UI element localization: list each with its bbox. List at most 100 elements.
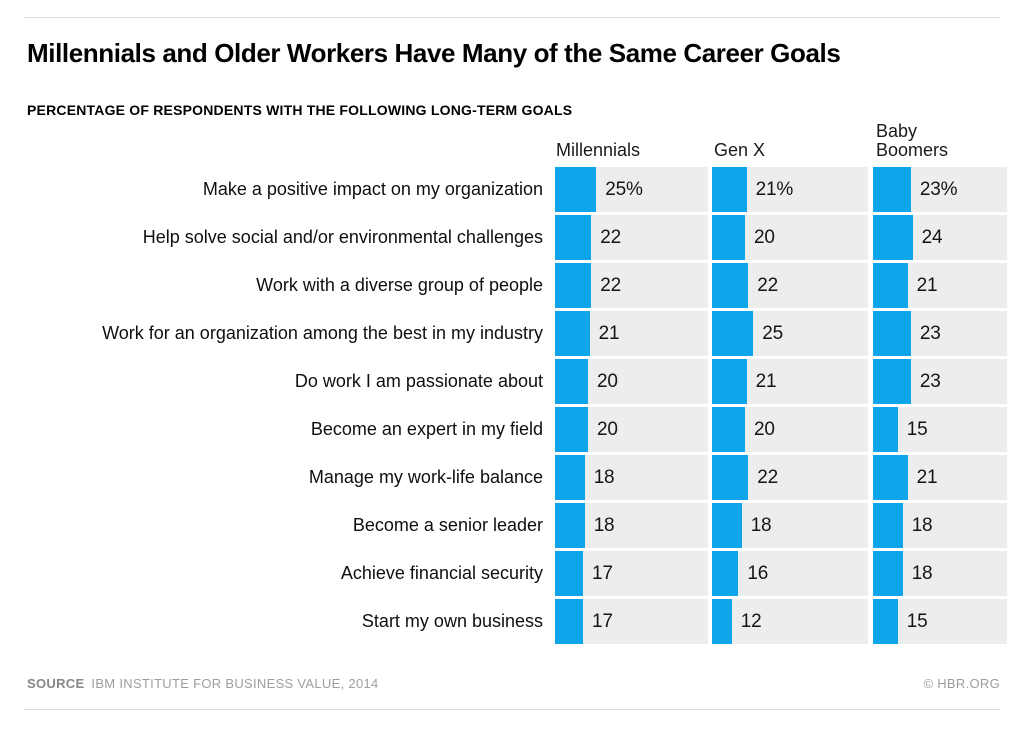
bar-track: 23 xyxy=(873,311,1007,357)
bar xyxy=(555,455,585,501)
bar xyxy=(712,215,745,261)
bar-track: 25% xyxy=(555,167,708,213)
value-label: 22 xyxy=(757,274,779,296)
bar xyxy=(873,167,911,213)
chart-row: Become a senior leader 18 18 18 xyxy=(27,503,1024,549)
value-label: 21% xyxy=(755,178,794,200)
bar xyxy=(555,599,583,645)
value-label: 18 xyxy=(911,562,933,584)
category-label: Become an expert in my field xyxy=(310,419,543,440)
category-label: Do work I am passionate about xyxy=(294,371,543,392)
bar xyxy=(555,215,592,261)
category-label: Work with a diverse group of people xyxy=(256,275,543,296)
bar-track: 21 xyxy=(873,263,1007,309)
category-label: Achieve financial security xyxy=(340,563,543,584)
value-label: 17 xyxy=(592,562,613,584)
chart-row: Work for an organization among the best … xyxy=(27,311,1024,357)
value-label: 22 xyxy=(757,466,779,488)
bar-track: 18 xyxy=(555,503,708,549)
chart-row: Manage my work-life balance 18 22 21 xyxy=(27,455,1024,501)
value-label: 17 xyxy=(592,610,613,632)
bar xyxy=(712,359,747,405)
bar-chart: Make a positive impact on my organizatio… xyxy=(27,167,1024,645)
bar xyxy=(873,503,903,549)
chart-row: Become an expert in my field 20 20 15 xyxy=(27,407,1024,453)
bar-track: 15 xyxy=(873,599,1007,645)
source-text: IBM INSTITUTE FOR BUSINESS VALUE, 2014 xyxy=(91,676,379,692)
bar-track: 20 xyxy=(555,407,708,453)
value-label: 24 xyxy=(921,226,943,248)
value-label: 20 xyxy=(597,370,618,392)
bar-track: 25 xyxy=(712,311,868,357)
bar-track: 23% xyxy=(873,167,1007,213)
value-label: 22 xyxy=(600,226,622,248)
value-label: 20 xyxy=(597,418,618,440)
bar-track: 12 xyxy=(712,599,868,645)
bar xyxy=(555,503,585,549)
category-label: Start my own business xyxy=(361,611,543,632)
column-header-millennials: Millennials xyxy=(556,140,641,161)
bar xyxy=(873,311,911,357)
bar-track: 18 xyxy=(873,503,1007,549)
bar-track: 15 xyxy=(873,407,1007,453)
value-label: 12 xyxy=(740,610,762,632)
value-label: 16 xyxy=(747,562,769,584)
bar xyxy=(712,551,739,597)
bar-track: 21 xyxy=(555,311,708,357)
bar xyxy=(555,167,597,213)
category-label: Become a senior leader xyxy=(352,515,543,536)
value-label: 21 xyxy=(916,466,938,488)
bar-track: 20 xyxy=(712,215,868,261)
chart-row: Do work I am passionate about 20 21 23 xyxy=(27,359,1024,405)
chart-row: Start my own business 17 12 15 xyxy=(27,599,1024,645)
bar-track: 22 xyxy=(555,263,708,309)
bar-track: 21 xyxy=(873,455,1007,501)
bottom-rule xyxy=(24,709,1000,711)
copyright: © HBR.ORG xyxy=(923,676,1000,692)
bar xyxy=(712,599,732,645)
value-label: 15 xyxy=(906,418,928,440)
bar xyxy=(873,599,898,645)
bar xyxy=(712,311,754,357)
bar xyxy=(873,215,913,261)
bar-track: 18 xyxy=(873,551,1007,597)
value-label: 20 xyxy=(754,418,775,440)
bar xyxy=(873,263,908,309)
bar xyxy=(873,359,911,405)
bar-track: 21% xyxy=(712,167,868,213)
chart-row: Make a positive impact on my organizatio… xyxy=(27,167,1024,213)
category-label: Manage my work-life balance xyxy=(308,467,543,488)
value-label: 18 xyxy=(750,514,772,536)
chart-row: Help solve social and/or environmental c… xyxy=(27,215,1024,261)
value-label: 20 xyxy=(754,226,775,248)
chart-row: Achieve financial security 17 16 18 xyxy=(27,551,1024,597)
bar xyxy=(712,263,749,309)
chart-title: Millennials and Older Workers Have Many … xyxy=(27,38,841,68)
bar xyxy=(873,455,908,501)
bar-track: 20 xyxy=(712,407,868,453)
bar-track: 21 xyxy=(712,359,868,405)
bar xyxy=(555,359,588,405)
source-label: SOURCE xyxy=(27,676,85,692)
value-label: 23 xyxy=(919,370,941,392)
value-label: 18 xyxy=(593,514,615,536)
bar xyxy=(873,551,903,597)
value-label: 18 xyxy=(911,514,933,536)
bar-track: 17 xyxy=(555,551,708,597)
bar xyxy=(712,167,747,213)
value-label: 21 xyxy=(916,274,938,296)
bar xyxy=(555,407,588,453)
category-label: Make a positive impact on my organizatio… xyxy=(202,179,543,200)
top-rule xyxy=(24,17,1000,18)
value-label: 22 xyxy=(600,274,622,296)
bar-track: 22 xyxy=(712,263,868,309)
column-headers: Millennials Gen X Baby Boomers xyxy=(27,122,1024,160)
value-label: 23 xyxy=(919,322,941,344)
value-label: 25 xyxy=(762,322,784,344)
bar-track: 24 xyxy=(873,215,1007,261)
bar-track: 18 xyxy=(555,455,708,501)
bar xyxy=(873,407,898,453)
bar xyxy=(712,455,749,501)
bar xyxy=(555,263,592,309)
bar-track: 17 xyxy=(555,599,708,645)
